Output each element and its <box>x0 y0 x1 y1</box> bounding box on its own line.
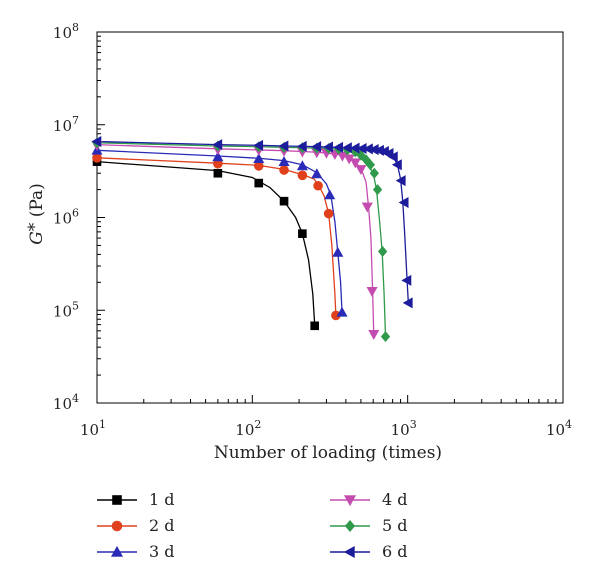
y-tick-exponent: 8 <box>72 21 79 34</box>
x-tick-exponent: 4 <box>565 418 572 431</box>
legend-item-3: 3 d <box>97 542 175 561</box>
y-tick-exponent: 6 <box>72 207 79 220</box>
x-axis-label: Number of loading (times) <box>214 443 442 463</box>
series-line-4 <box>96 144 375 335</box>
x-tick-label: 104 <box>546 418 572 439</box>
x-tick-base: 10 <box>391 421 410 439</box>
series-line-1 <box>96 161 316 325</box>
data-point-series-6 <box>253 139 264 151</box>
x-tick-label: 102 <box>235 418 261 439</box>
data-point-series-2 <box>323 208 334 219</box>
data-point-series-1 <box>254 178 264 188</box>
legend-label: 4 d <box>382 490 408 509</box>
data-point-series-4 <box>349 158 361 169</box>
data-point-series-3 <box>324 189 336 200</box>
x-tick-exponent: 1 <box>99 418 106 431</box>
y-axis-label: G* (Pa) <box>25 183 47 245</box>
data-point-series-4 <box>361 202 373 213</box>
legend-swatch-marker <box>110 545 124 557</box>
legend-item-4: 4 d <box>330 490 408 509</box>
data-point-series-6 <box>391 159 402 171</box>
legend-label: 2 d <box>149 516 175 535</box>
data-point-series-3 <box>332 246 344 257</box>
data-point-series-2 <box>92 153 102 163</box>
data-point-series-5 <box>377 246 388 257</box>
y-tick-label: 107 <box>53 114 79 135</box>
y-tick-label: 104 <box>53 392 79 413</box>
data-point-series-6 <box>278 140 289 152</box>
y-tick-exponent: 4 <box>72 392 79 405</box>
data-point-series-1 <box>213 168 223 178</box>
data-point-series-3 <box>278 156 290 166</box>
data-point-series-6 <box>401 274 412 286</box>
data-point-series-5 <box>380 331 391 343</box>
data-point-series-6 <box>91 135 102 147</box>
x-tick-base: 10 <box>80 421 99 439</box>
x-tick-exponent: 3 <box>410 418 417 431</box>
data-point-series-3 <box>296 160 308 171</box>
data-point-series-5 <box>365 159 375 171</box>
legend-label: 1 d <box>149 490 175 509</box>
x-tick-exponent: 2 <box>254 418 261 431</box>
series-line-3 <box>96 149 343 313</box>
legend-label: 5 d <box>382 516 408 535</box>
data-point-series-1 <box>279 196 289 206</box>
data-point-series-5 <box>369 167 379 179</box>
y-axis-label-base: G <box>27 231 47 245</box>
y-tick-label: 108 <box>53 21 79 42</box>
y-tick-label: 105 <box>53 299 79 320</box>
legend-label: 6 d <box>382 542 408 561</box>
y-tick-base: 10 <box>53 302 72 320</box>
y-tick-exponent: 5 <box>72 299 79 312</box>
data-point-series-4 <box>368 330 380 340</box>
y-tick-label: 106 <box>53 207 79 228</box>
y-tick-base: 10 <box>53 210 72 228</box>
data-point-series-6 <box>387 151 398 163</box>
legend-swatch-marker <box>344 520 356 532</box>
data-point-series-6 <box>395 175 406 187</box>
y-axis-label-star: * <box>25 222 45 231</box>
legend-swatch-marker <box>343 545 355 559</box>
data-point-series-5 <box>372 184 383 196</box>
y-tick-base: 10 <box>53 117 72 135</box>
legend: 1 d 2 d 3 d 4 d 5 d 6 d <box>97 490 408 561</box>
legend-item-6: 6 d <box>330 542 408 561</box>
data-point-series-6 <box>311 141 322 153</box>
data-point-series-6 <box>398 197 409 209</box>
data-point-series-6 <box>296 140 307 152</box>
data-point-series-2 <box>313 180 323 191</box>
data-point-series-1 <box>298 229 307 238</box>
legend-item-1: 1 d <box>97 490 175 509</box>
data-point-series-4 <box>355 165 367 176</box>
data-point-series-6 <box>402 297 413 309</box>
x-tick-label: 101 <box>80 418 106 439</box>
data-point-series-3 <box>311 168 323 179</box>
y-tick-base: 10 <box>53 24 72 42</box>
data-point-series-2 <box>297 170 308 181</box>
series-markers <box>91 135 413 343</box>
y-tick-exponent: 7 <box>72 114 79 127</box>
legend-swatch-marker <box>343 495 357 507</box>
data-point-series-3 <box>212 151 224 162</box>
data-point-series-1 <box>310 321 319 331</box>
data-point-series-4 <box>366 287 378 297</box>
y-axis-label-unit: (Pa) <box>27 183 47 222</box>
legend-swatch-marker <box>112 495 122 505</box>
data-point-series-2 <box>279 165 289 175</box>
data-point-series-3 <box>336 306 348 317</box>
x-tick-label: 103 <box>391 418 417 439</box>
legend-swatch-marker <box>111 520 123 532</box>
legend-item-5: 5 d <box>330 516 408 535</box>
data-point-series-6 <box>212 139 223 151</box>
data-point-series-3 <box>253 153 265 164</box>
legend-item-2: 2 d <box>97 516 175 535</box>
x-tick-base: 10 <box>235 421 254 439</box>
y-tick-base: 10 <box>53 395 72 413</box>
data-point-series-6 <box>323 141 333 153</box>
legend-label: 3 d <box>149 542 175 561</box>
x-tick-base: 10 <box>546 421 565 439</box>
x-axis-ticks: 101 102 103 104 <box>80 395 572 439</box>
